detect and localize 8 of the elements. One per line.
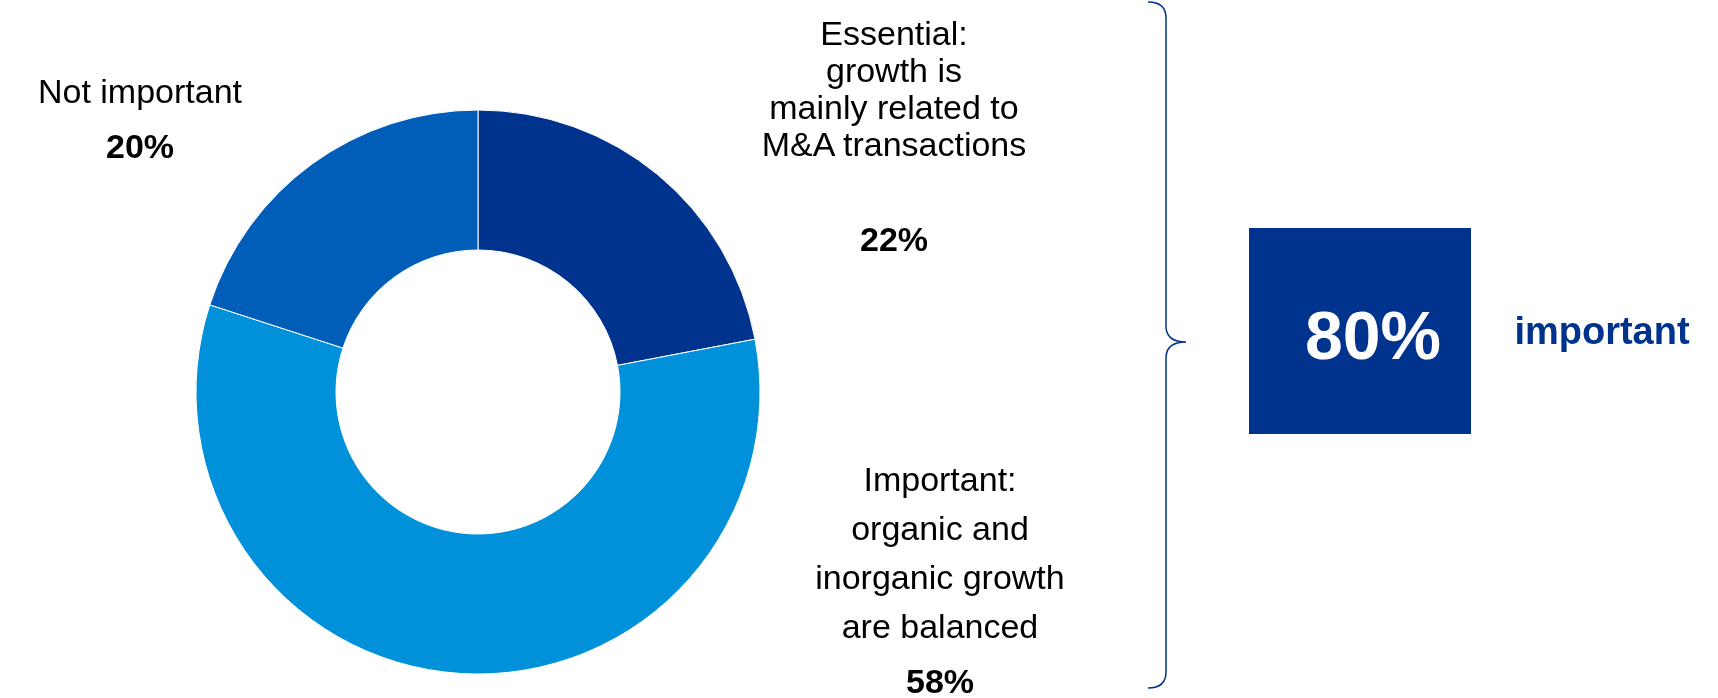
data-label: 20% xyxy=(105,127,175,165)
data-label: 22% xyxy=(859,220,929,258)
data-label: 58% xyxy=(905,662,975,698)
text: 80% xyxy=(1304,297,1442,373)
slice-label: Important: organic and inorganic growth are balanced xyxy=(815,460,1065,645)
slice-label: Essential: growth is mainly related to M&A transactions xyxy=(761,14,1027,163)
text: important xyxy=(1514,310,1690,352)
slice-label: Not important xyxy=(37,72,243,110)
